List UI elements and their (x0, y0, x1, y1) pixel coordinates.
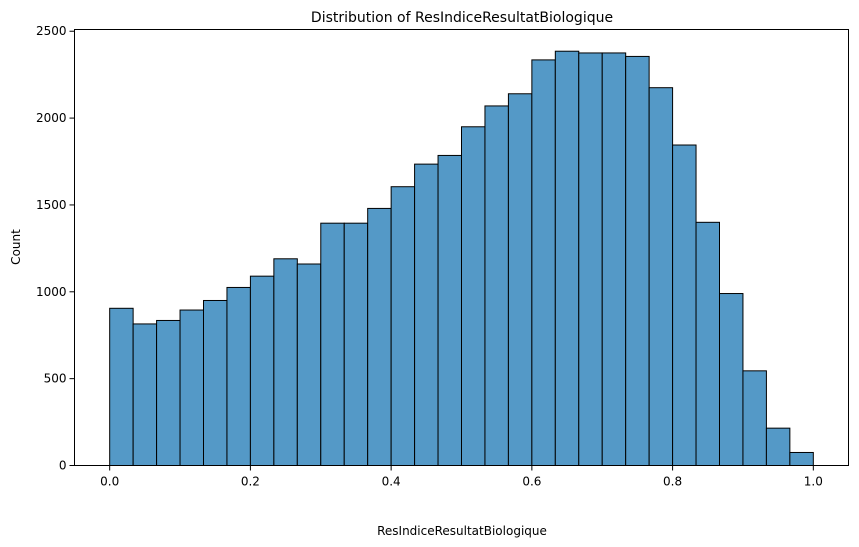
x-tick-label: 0.2 (241, 475, 260, 489)
x-tick-label: 0.8 (663, 475, 682, 489)
bars-group (109, 50, 814, 467)
histogram-bar (132, 323, 158, 466)
histogram-bar (507, 93, 533, 467)
histogram-bar (296, 263, 322, 466)
histogram-bar (531, 59, 556, 466)
y-tick-label: 2000 (36, 111, 67, 125)
y-tick-label: 1500 (36, 198, 67, 212)
histogram-bar (648, 87, 674, 467)
chart-title: Distribution of ResIndiceResultatBiologi… (311, 10, 613, 26)
y-tick-label: 500 (44, 372, 67, 386)
x-tick-label: 0.6 (522, 475, 541, 489)
y-axis-ticks: 0 500 1000 1500 2000 2500 (36, 24, 75, 473)
histogram-bar (554, 50, 580, 467)
histogram-bar (742, 370, 767, 467)
histogram-bar (179, 309, 204, 467)
histogram-bar (390, 186, 416, 466)
histogram-bar (765, 427, 791, 466)
x-axis-ticks: 0.0 0.2 0.4 0.6 0.8 1.0 (100, 465, 823, 489)
histogram-bar (343, 222, 369, 466)
histogram-bar (695, 221, 720, 466)
y-axis-label: Count (9, 229, 23, 265)
histogram-bar (578, 52, 603, 467)
histogram-bar (367, 207, 392, 467)
histogram-bar (601, 52, 627, 467)
plot-frame (74, 29, 849, 466)
y-tick-label: 2500 (36, 24, 67, 38)
histogram-bar (202, 299, 228, 466)
histogram-bar (226, 286, 251, 466)
histogram-bar (484, 105, 509, 467)
histogram-bar (718, 293, 744, 466)
histogram-bar (156, 319, 181, 466)
histogram-bar (672, 144, 697, 466)
x-tick-label: 0.0 (100, 475, 119, 489)
histogram-bar (273, 258, 298, 466)
histogram-bar (789, 451, 814, 466)
histogram-bar (109, 307, 134, 466)
y-tick-label: 1000 (36, 285, 67, 299)
histogram-bar (437, 154, 462, 466)
histogram-bar (414, 163, 439, 466)
x-tick-label: 1.0 (804, 475, 823, 489)
y-tick-label: 0 (59, 459, 67, 473)
histogram-bar (625, 55, 650, 466)
histogram-bar (320, 222, 345, 466)
x-tick-label: 0.4 (382, 475, 401, 489)
histogram-bar (460, 126, 486, 466)
histogram-bar (249, 275, 275, 466)
x-axis-label: ResIndiceResultatBiologique (377, 524, 547, 538)
